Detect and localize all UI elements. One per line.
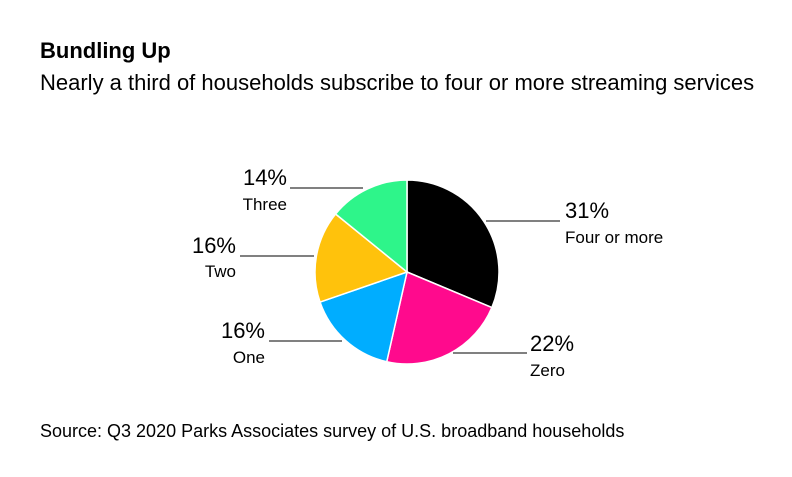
- pie-slice-two: [314, 212, 409, 304]
- slice-label-one: One: [233, 348, 265, 367]
- slice-value-two: 16%: [192, 233, 236, 258]
- pie-slice-zero: [385, 270, 493, 365]
- chart-title: Bundling Up: [40, 38, 171, 63]
- slice-labels: 31% Four or more 22% Zero 16% One 16% Two 14% Thr…: [192, 165, 663, 380]
- slice-label-zero: Zero: [530, 361, 565, 380]
- leader-lines: [240, 187, 560, 354]
- pie-slice-four-or-more: [406, 179, 500, 309]
- slice-label-four-or-more: Four or more: [565, 228, 663, 247]
- pie-slices: [314, 179, 500, 365]
- pie-slice-one: [319, 270, 409, 363]
- slice-label-two: Two: [205, 262, 236, 281]
- slice-value-one: 16%: [221, 318, 265, 343]
- slice-value-four-or-more: 31%: [565, 198, 609, 223]
- slice-label-three: Three: [243, 195, 287, 214]
- chart-subtitle: Nearly a third of households subscribe t…: [40, 70, 755, 95]
- slice-value-three: 14%: [243, 165, 287, 190]
- pie-slice-three: [334, 179, 408, 274]
- slice-value-zero: 22%: [530, 331, 574, 356]
- source-note: Source: Q3 2020 Parks Associates survey …: [40, 421, 625, 441]
